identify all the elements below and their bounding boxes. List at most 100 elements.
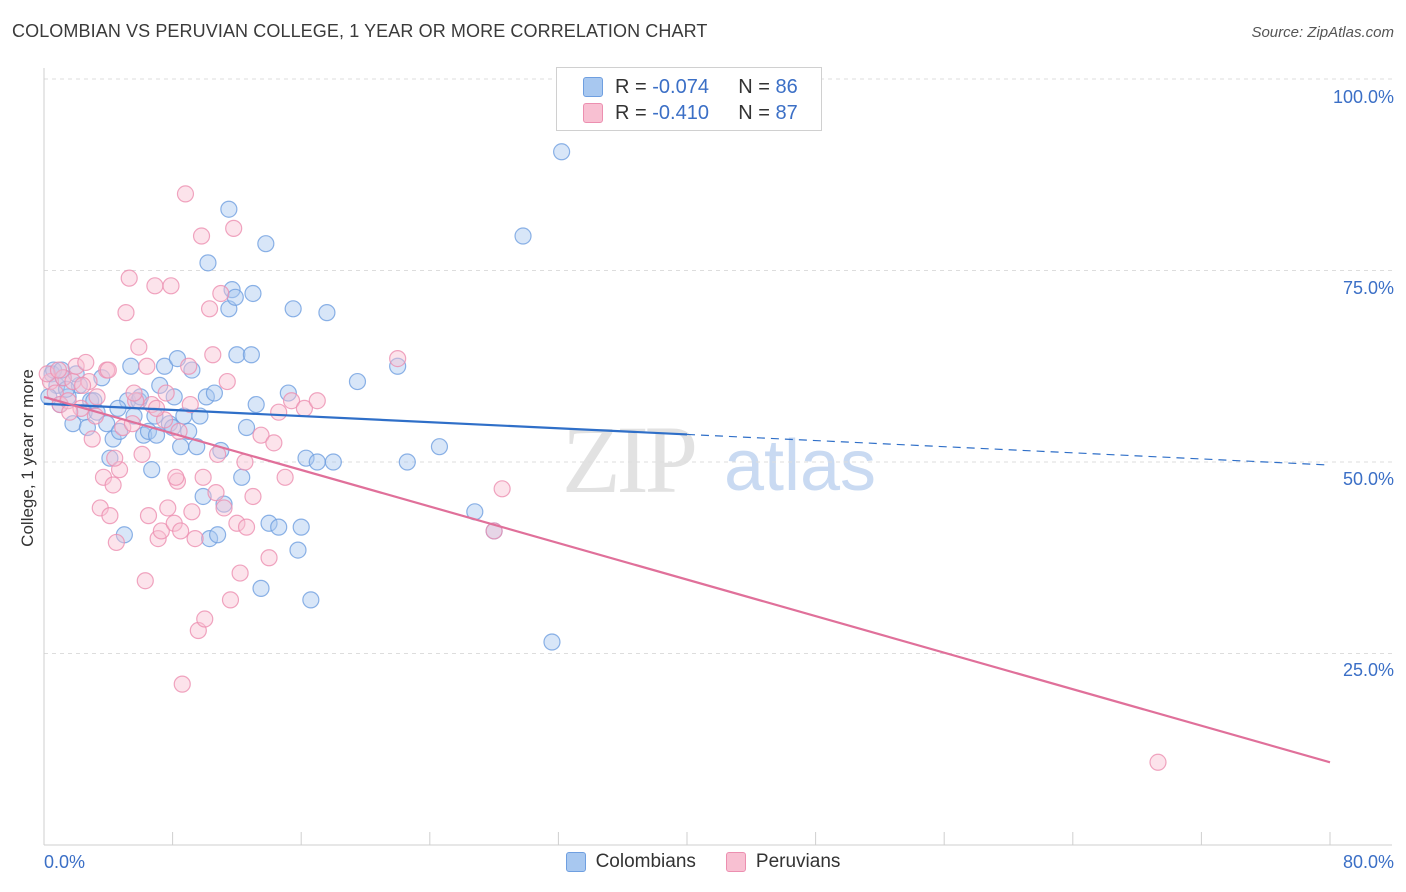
point-peruvians [146,277,164,295]
point-peruvians [117,304,135,322]
point-colombians [252,579,270,597]
point-colombians [430,438,449,456]
point-peruvians [49,361,68,379]
point-colombians [200,529,219,548]
series-legend: Colombians Peruvians [0,851,1406,873]
point-peruvians [218,372,236,391]
point-colombians [247,395,265,414]
point-peruvians [173,675,191,693]
point-colombians [398,453,416,471]
point-colombians [284,300,302,318]
point-colombians [143,461,161,479]
point-colombians [237,418,256,437]
y-tick-label: 25.0% [1342,660,1394,680]
watermark-zip: ZIP [562,406,695,513]
point-peruvians [244,487,262,506]
point-colombians [543,633,561,651]
point-colombians [292,518,310,536]
point-colombians [242,346,260,364]
series-swatch-colombians [565,852,586,872]
point-peruvians [176,185,195,203]
point-peruvians [172,522,190,540]
legend-n-value-colombians: 86 [775,75,798,98]
point-peruvians [212,284,230,303]
point-peruvians [106,449,124,467]
point-colombians [165,388,183,406]
point-peruvians [130,338,148,356]
point-colombians [318,304,336,322]
point-colombians [228,346,246,364]
y-tick-label: 100.0% [1332,87,1394,107]
point-peruvians [221,591,240,609]
point-peruvians [196,610,214,628]
y-tick-label: 50.0% [1342,469,1394,489]
point-peruvians [265,434,283,452]
point-peruvians [186,529,204,548]
point-peruvians [192,227,211,245]
series-label-colombians: Colombians [595,851,696,872]
point-colombians [348,372,367,391]
point-peruvians [107,533,125,552]
point-colombians [297,449,315,467]
legend-r-label: R = [615,101,653,124]
point-peruvians [136,572,154,590]
point-peruvians [162,277,180,295]
legend-swatch-peruvians [583,103,603,123]
point-colombians [188,438,206,456]
point-peruvians [67,357,85,375]
source-label: Source: ZipAtlas.com [1251,24,1394,41]
point-peruvians [138,357,156,375]
watermark-atlas: atlas [724,426,876,506]
point-colombians [553,143,571,161]
point-peruvians [270,403,288,421]
point-colombians [180,422,198,440]
trendline-extension-colombians [686,433,1331,466]
legend-n-label: N = [738,75,776,98]
point-peruvians [159,499,177,517]
point-peruvians [252,426,270,444]
point-colombians [194,487,212,506]
point-peruvians [157,384,175,402]
point-peruvians [389,349,407,368]
point-colombians [199,254,217,272]
series-legend-item-colombians: Colombians [565,851,696,873]
point-peruvians [228,514,246,532]
point-peruvians [104,476,122,494]
point-colombians [302,591,320,609]
point-peruvians [125,384,143,402]
series-swatch-peruvians [725,852,746,872]
point-peruvians [101,507,119,525]
y-tick-label: 75.0% [1342,278,1394,298]
point-colombians [244,284,262,303]
legend-row-peruvians: R = -0.410 N = 87 [583,101,798,125]
point-peruvians [225,219,243,237]
point-colombians [220,200,238,218]
point-peruvians [493,480,511,498]
point-peruvians [183,503,201,521]
legend-row-colombians: R = -0.074 N = 86 [583,75,798,99]
legend-r-label: R = [615,75,653,98]
legend-swatch-colombians [583,77,603,97]
point-peruvians [260,549,278,567]
x-tick-label-max: 80.0% [1342,852,1394,872]
point-peruvians [276,468,294,486]
point-colombians [122,357,140,375]
point-peruvians [204,346,222,364]
point-colombians [257,235,275,253]
point-peruvians [152,522,170,540]
point-peruvians [200,300,219,318]
point-colombians [233,468,251,486]
point-peruvians [180,357,198,375]
correlation-legend: R = -0.074 N = 86 R = -0.410 N = 87 [556,67,822,131]
point-colombians [514,227,532,245]
point-colombians [205,384,223,402]
point-colombians [209,526,227,544]
point-peruvians [139,507,158,525]
point-peruvians [215,499,233,517]
point-colombians [270,518,288,536]
point-colombians [172,438,190,456]
point-peruvians [237,518,256,536]
point-peruvians [1149,753,1167,771]
point-peruvians [282,392,301,410]
